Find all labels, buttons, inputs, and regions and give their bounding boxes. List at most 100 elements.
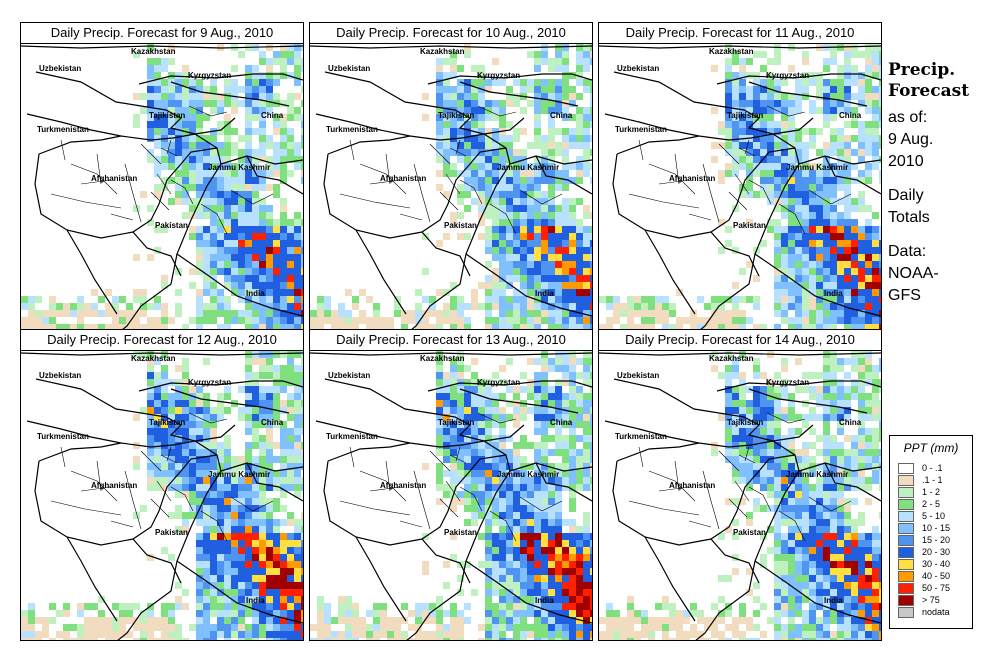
precip-cell: [429, 617, 436, 624]
precip-cell: [788, 100, 795, 107]
precip-cell: [816, 233, 823, 240]
precip-cell: [499, 519, 506, 526]
precip-cell: [711, 603, 718, 610]
precip-cell: [576, 121, 583, 128]
precip-cell: [443, 163, 450, 170]
precip-cell: [175, 435, 182, 442]
precip-cell: [648, 303, 655, 310]
precip-cell: [287, 449, 294, 456]
precip-cell: [203, 163, 210, 170]
precip-cell: [774, 386, 781, 393]
precip-cell: [471, 289, 478, 296]
precip-cell: [338, 324, 345, 331]
precip-cell: [823, 568, 830, 575]
precip-cell: [851, 589, 858, 596]
precip-cell: [851, 351, 858, 358]
precip-cell: [781, 435, 788, 442]
precip-cell: [259, 582, 266, 589]
precip-cell: [492, 58, 499, 65]
precip-cell: [324, 317, 331, 324]
precip-cell: [294, 568, 301, 575]
precip-cell: [879, 65, 881, 72]
precip-cell: [788, 219, 795, 226]
precip-cell: [725, 456, 732, 463]
precip-cell: [781, 393, 788, 400]
precip-cell: [506, 547, 513, 554]
precip-cell: [485, 233, 492, 240]
precip-cell: [562, 93, 569, 100]
precip-cell: [520, 212, 527, 219]
precip-cell: [562, 456, 569, 463]
precip-cell: [583, 135, 590, 142]
precip-cell: [210, 240, 217, 247]
precip-cell: [273, 93, 280, 100]
precip-cell: [196, 561, 203, 568]
precip-cell: [280, 163, 287, 170]
precip-cell: [837, 219, 844, 226]
precip-cell: [562, 282, 569, 289]
province-boundary: [477, 412, 517, 424]
precip-cell: [450, 93, 457, 100]
precip-cell: [788, 184, 795, 191]
precip-cell: [583, 247, 590, 254]
precip-cell: [690, 317, 697, 324]
precip-cell: [266, 93, 273, 100]
precip-cell: [816, 477, 823, 484]
precip-cell: [196, 79, 203, 86]
precip-cell: [401, 638, 408, 640]
precip-cell: [520, 610, 527, 617]
precip-cell: [590, 470, 592, 477]
precip-cell: [541, 533, 548, 540]
precip-cell: [436, 170, 443, 177]
precip-cell: [35, 317, 42, 324]
precip-cell: [422, 268, 429, 275]
precip-cell: [541, 156, 548, 163]
precip-cell: [301, 414, 303, 421]
precip-cell: [590, 435, 592, 442]
precip-cell: [252, 275, 259, 282]
precip-cell: [513, 484, 520, 491]
precip-cell: [576, 372, 583, 379]
precip-cell: [711, 156, 718, 163]
precip-cell: [492, 275, 499, 282]
precip-cell: [168, 512, 175, 519]
precip-cell: [802, 177, 809, 184]
precip-cell: [429, 631, 436, 638]
precip-cell: [795, 149, 802, 156]
precip-cell: [534, 212, 541, 219]
precip-cell: [280, 261, 287, 268]
precip-cell: [301, 114, 303, 121]
precip-cell: [35, 324, 42, 331]
precip-cell: [513, 324, 520, 331]
precip-cell: [872, 407, 879, 414]
precip-cell: [837, 463, 844, 470]
precip-cell: [809, 484, 816, 491]
precip-cell: [287, 428, 294, 435]
precip-cell: [224, 407, 231, 414]
precip-cell: [809, 226, 816, 233]
precip-cell: [485, 568, 492, 575]
precip-cell: [266, 240, 273, 247]
precip-cell: [492, 247, 499, 254]
precip-cell: [590, 282, 592, 289]
precip-cell: [499, 317, 506, 324]
precip-cell: [569, 72, 576, 79]
precip-cell: [879, 477, 881, 484]
precip-cell: [126, 317, 133, 324]
forecast-panel: Daily Precip. Forecast for 9 Aug., 2010 K…: [20, 22, 304, 334]
precip-cell: [858, 603, 865, 610]
precip-cell: [858, 400, 865, 407]
precip-cell: [422, 631, 429, 638]
precip-cell: [823, 205, 830, 212]
precip-cell: [203, 456, 210, 463]
precip-cell: [210, 470, 217, 477]
precip-cell: [555, 491, 562, 498]
precip-cell: [210, 498, 217, 505]
precip-cell: [837, 400, 844, 407]
precip-cell: [210, 589, 217, 596]
precip-cell: [359, 617, 366, 624]
precip-cell: [210, 421, 217, 428]
precip-cell: [879, 303, 881, 310]
precip-cell: [576, 163, 583, 170]
precip-cell: [252, 372, 259, 379]
